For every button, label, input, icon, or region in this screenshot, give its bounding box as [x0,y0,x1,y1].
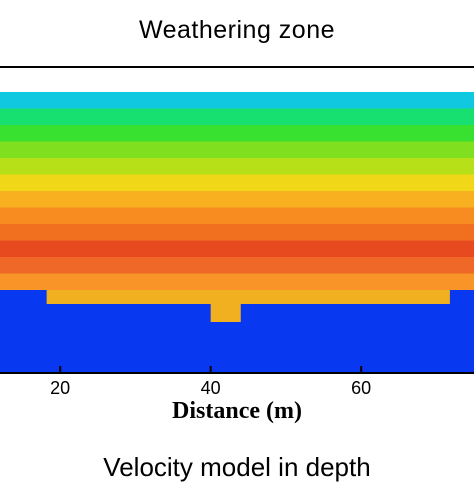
velocity-band [0,191,474,209]
chart-title: Weathering zone [138,16,336,44]
x-tick-label: 40 [200,378,221,398]
basement-notch [210,304,241,322]
basement-step [46,290,450,304]
velocity-heatmap [0,66,474,374]
velocity-bands [0,92,474,291]
figure-caption: Velocity model in depth [103,452,371,482]
velocity-band [0,174,474,192]
x-tick-label: 20 [50,378,71,398]
basement-layer [0,290,474,374]
axes [0,66,474,374]
velocity-band [0,141,474,159]
velocity-band [0,108,474,126]
x-tick-label: 60 [351,378,372,398]
velocity-band [0,273,474,291]
x-axis-label: Distance (m) [172,398,302,424]
velocity-band [0,92,474,110]
x-axis-ticks [59,366,363,373]
plot-area [0,66,474,374]
velocity-band [0,158,474,176]
velocity-band [0,125,474,143]
velocity-band [0,224,474,242]
velocity-band [0,240,474,258]
velocity-band [0,207,474,225]
velocity-band [0,257,474,275]
